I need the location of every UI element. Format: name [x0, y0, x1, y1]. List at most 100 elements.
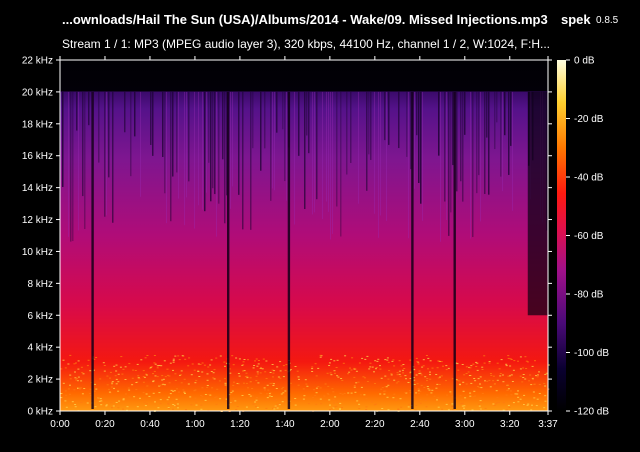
texture-speckle: [267, 389, 270, 391]
texture-speckle: [280, 393, 283, 395]
texture-speckle: [543, 407, 546, 409]
x-tick-label: 3:00: [455, 419, 475, 430]
texture-speckle: [149, 367, 152, 369]
y-tick-label: 6 kHz: [27, 311, 53, 322]
texture-streak: [274, 91, 275, 191]
texture-speckle: [380, 388, 383, 390]
y-tick-label: 14 kHz: [22, 183, 53, 194]
texture-speckle: [415, 357, 418, 359]
texture-speckle: [120, 356, 123, 358]
texture-speckle: [476, 362, 479, 364]
texture-speckle: [158, 365, 161, 366]
texture-speckle: [334, 396, 337, 398]
texture-speckle: [481, 392, 484, 394]
texture-speckle: [77, 376, 80, 378]
texture-speckle: [478, 387, 481, 388]
texture-streak: [332, 91, 333, 234]
texture-speckle: [326, 372, 329, 374]
texture-speckle: [477, 386, 479, 387]
texture-streak: [112, 91, 114, 223]
texture-streak: [294, 91, 295, 225]
texture-streak: [70, 91, 72, 242]
texture-speckle: [194, 382, 197, 384]
texture-speckle: [538, 371, 540, 373]
texture-speckle: [115, 402, 118, 403]
texture-speckle: [333, 402, 335, 404]
texture-speckle: [158, 392, 161, 394]
texture-speckle: [368, 368, 371, 370]
texture-speckle: [100, 400, 103, 402]
texture-speckle: [496, 402, 499, 404]
texture-speckle: [522, 377, 525, 378]
texture-speckle: [445, 369, 448, 371]
texture-speckle: [427, 388, 430, 390]
texture-speckle: [422, 359, 425, 361]
texture-speckle: [519, 375, 522, 377]
texture-speckle: [142, 381, 145, 383]
texture-speckle: [159, 399, 162, 401]
texture-speckle: [354, 391, 357, 393]
texture-speckle: [77, 387, 79, 389]
texture-speckle: [427, 368, 429, 370]
texture-speckle: [374, 383, 376, 384]
texture-speckle: [166, 374, 169, 376]
texture-speckle: [140, 359, 143, 361]
texture-speckle: [543, 383, 546, 384]
texture-speckle: [440, 375, 443, 377]
texture-streak: [486, 91, 488, 138]
texture-streak: [176, 91, 178, 173]
texture-speckle: [99, 378, 102, 380]
texture-speckle: [184, 358, 187, 360]
texture-speckle: [408, 403, 411, 405]
texture-speckle: [200, 404, 203, 406]
texture-streak: [298, 91, 300, 156]
texture-streak: [340, 91, 342, 237]
texture-speckle: [386, 357, 389, 359]
texture-streak: [166, 91, 167, 224]
texture-speckle: [396, 372, 399, 374]
texture-streak: [440, 91, 441, 242]
texture-speckle: [207, 366, 210, 368]
texture-speckle: [215, 357, 218, 359]
y-tick-label: 0 kHz: [27, 407, 53, 418]
texture-speckle: [214, 397, 217, 399]
texture-speckle: [425, 355, 428, 356]
texture-speckle: [99, 402, 102, 404]
texture-speckle: [266, 397, 269, 399]
texture-speckle: [121, 373, 124, 375]
texture-speckle: [459, 395, 462, 397]
texture-speckle: [93, 358, 96, 360]
texture-speckle: [333, 399, 335, 400]
texture-speckle: [62, 382, 65, 384]
texture-speckle: [142, 376, 145, 378]
texture-speckle: [89, 370, 92, 372]
texture-speckle: [537, 374, 539, 376]
texture-streak: [232, 91, 233, 187]
texture-speckle: [531, 365, 534, 367]
texture-speckle: [384, 390, 387, 392]
texture-speckle: [211, 387, 214, 389]
texture-speckle: [257, 363, 260, 365]
texture-speckle: [328, 399, 331, 401]
texture-speckle: [506, 389, 509, 391]
texture-speckle: [187, 383, 190, 385]
texture-speckle: [275, 406, 278, 408]
texture-streak: [250, 91, 252, 230]
texture-speckle: [353, 386, 356, 388]
texture-speckle: [416, 383, 419, 385]
texture-speckle: [458, 384, 461, 386]
texture-streak: [420, 91, 422, 204]
texture-speckle: [441, 408, 444, 410]
texture-speckle: [232, 364, 235, 366]
texture-speckle: [233, 381, 235, 383]
texture-streak: [208, 91, 210, 163]
texture-speckle: [294, 398, 297, 399]
texture-speckle: [469, 367, 472, 369]
texture-streak: [472, 91, 474, 238]
texture-streak: [316, 91, 318, 200]
texture-streak: [164, 91, 166, 194]
texture-speckle: [126, 406, 129, 408]
texture-speckle: [282, 365, 285, 367]
texture-speckle: [115, 378, 118, 380]
texture-speckle: [144, 357, 147, 359]
